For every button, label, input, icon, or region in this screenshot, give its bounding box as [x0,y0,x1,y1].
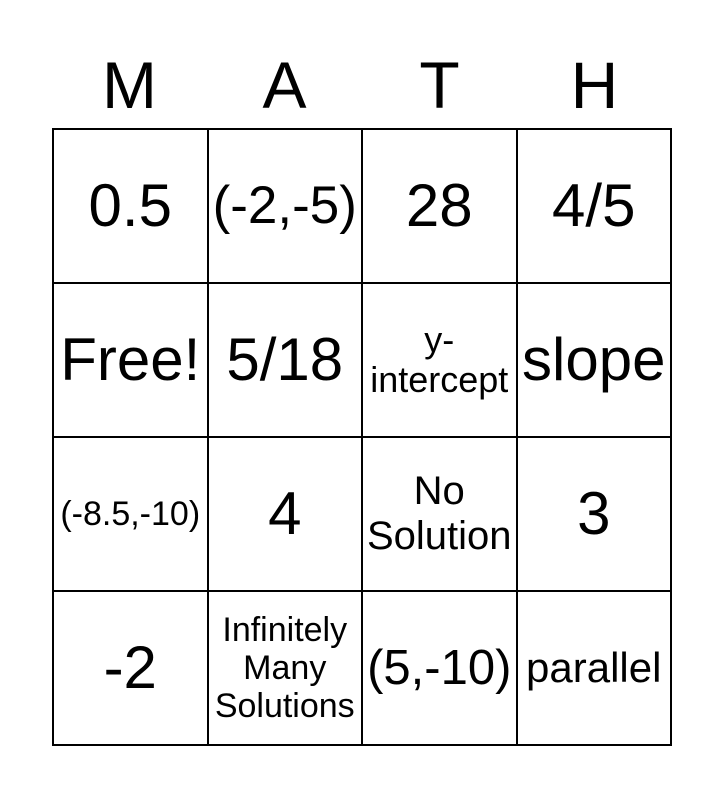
header-letter-t-text: T [419,48,460,122]
bingo-cell-r4c2-text: Infinitely Many Solutions [214,610,355,726]
bingo-cell-r1c3-text: 28 [405,172,473,240]
bingo-cell-r1c4-text: 4/5 [552,172,636,240]
bingo-cell-free-text: Free! [60,326,201,394]
bingo-cell-r2c2-text: 5/18 [226,326,344,394]
bingo-row-1: 0.5 (-2,-5) 28 4/5 [52,128,672,284]
bingo-cell-r2c4-text: slope [522,326,666,394]
bingo-cell-r1c4[interactable]: 4/5 [515,128,672,284]
header-letter-h-text: H [570,48,619,122]
bingo-cell-r3c2[interactable]: 4 [206,436,363,592]
header-letter-a-text: A [262,48,307,122]
bingo-cell-r4c1[interactable]: -2 [52,590,209,746]
bingo-cell-r2c4[interactable]: slope [515,282,672,438]
bingo-cell-r1c2[interactable]: (-2,-5) [206,128,363,284]
bingo-cell-r3c3[interactable]: No Solution [361,436,518,592]
bingo-header: M A T H [52,0,672,124]
bingo-cell-r4c1-text: -2 [103,634,157,702]
bingo-cell-r1c1[interactable]: 0.5 [52,128,209,284]
bingo-row-4: -2 Infinitely Many Solutions (5,-10) par… [52,590,672,746]
header-letter-m-text: M [102,48,157,122]
bingo-cell-free[interactable]: Free! [52,282,209,438]
bingo-cell-r4c4[interactable]: parallel [515,590,672,746]
bingo-cell-r3c4-text: 3 [577,480,611,548]
bingo-grid: 0.5 (-2,-5) 28 4/5 Free! 5/18 y-intercep… [52,128,672,746]
bingo-cell-r3c1[interactable]: (-8.5,-10) [52,436,209,592]
bingo-cell-r3c3-text: No Solution [366,469,512,558]
bingo-cell-r3c4[interactable]: 3 [515,436,672,592]
bingo-cell-r2c3[interactable]: y-intercept [361,282,518,438]
header-letter-a: A [207,0,362,124]
header-letter-h: H [517,0,672,124]
bingo-cell-r1c2-text: (-2,-5) [212,176,357,236]
bingo-cell-r4c3-text: (5,-10) [367,640,512,695]
bingo-row-2: Free! 5/18 y-intercept slope [52,282,672,438]
bingo-cell-r4c3[interactable]: (5,-10) [361,590,518,746]
bingo-cell-r1c1-text: 0.5 [88,172,172,240]
header-letter-m: M [52,0,207,124]
bingo-cell-r2c3-text: y-intercept [370,318,509,400]
bingo-cell-r4c4-text: parallel [526,644,662,692]
bingo-cell-r2c2[interactable]: 5/18 [206,282,363,438]
bingo-cell-r1c3[interactable]: 28 [361,128,518,284]
header-letter-t: T [362,0,517,124]
bingo-cell-r4c2[interactable]: Infinitely Many Solutions [206,590,363,746]
bingo-cell-r3c1-text: (-8.5,-10) [60,494,201,533]
bingo-cell-r3c2-text: 4 [268,480,302,548]
bingo-row-3: (-8.5,-10) 4 No Solution 3 [52,436,672,592]
